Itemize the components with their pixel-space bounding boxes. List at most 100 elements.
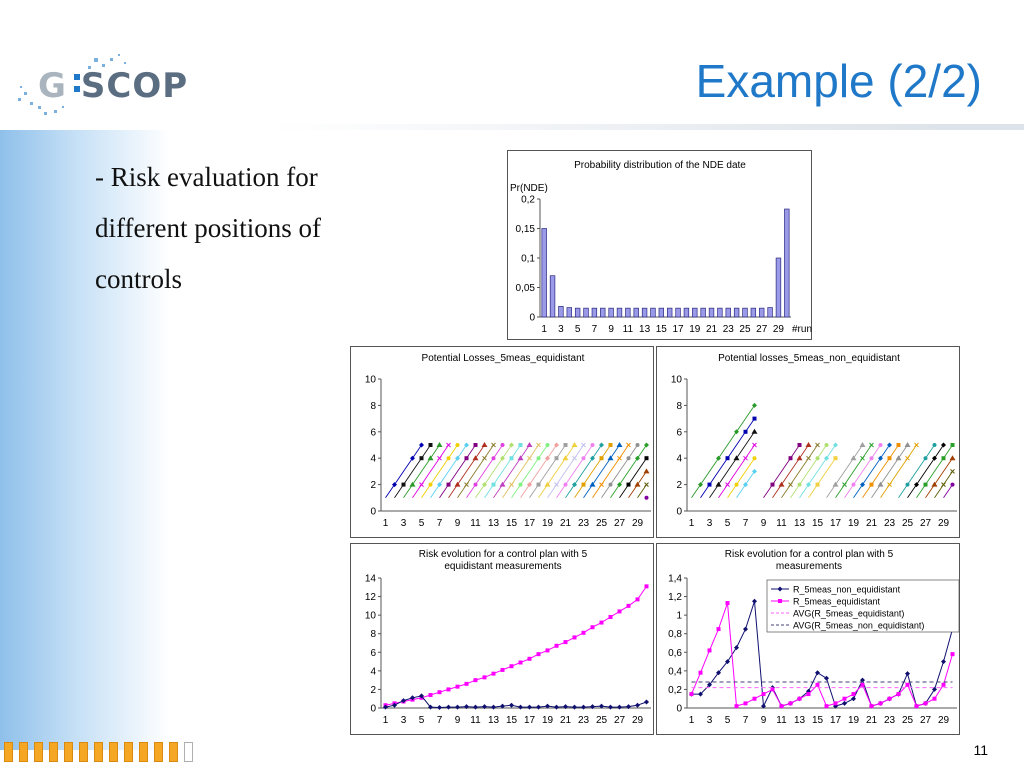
data-point bbox=[581, 442, 586, 448]
data-point bbox=[644, 456, 649, 461]
loss-series bbox=[610, 444, 647, 499]
data-point bbox=[491, 671, 496, 676]
data-point bbox=[644, 495, 649, 500]
data-point bbox=[860, 482, 865, 488]
data-point bbox=[607, 455, 614, 461]
data-point bbox=[887, 482, 892, 487]
x-tick-label: 11 bbox=[470, 715, 481, 726]
legend-label: AVG(R_5meas_non_equidistant) bbox=[793, 621, 924, 631]
data-point bbox=[509, 482, 514, 487]
data-point bbox=[905, 682, 910, 687]
loss-series bbox=[727, 457, 755, 499]
bar bbox=[675, 307, 681, 318]
data-point bbox=[824, 455, 829, 461]
data-point bbox=[491, 704, 496, 710]
data-point bbox=[500, 703, 505, 709]
y-tick-label: 1,4 bbox=[668, 574, 682, 585]
page-number: 11 bbox=[973, 742, 988, 758]
data-point bbox=[527, 656, 532, 661]
loss-series bbox=[772, 444, 809, 499]
loss-series bbox=[718, 444, 755, 499]
loss-series bbox=[925, 457, 953, 499]
data-point bbox=[734, 704, 739, 709]
data-point bbox=[545, 703, 550, 709]
data-point bbox=[850, 455, 857, 461]
data-point bbox=[733, 455, 740, 461]
data-point bbox=[482, 704, 487, 710]
y-tick-label: 8 bbox=[676, 401, 682, 412]
loss-series bbox=[475, 444, 512, 499]
deco-bar bbox=[34, 742, 43, 762]
bar bbox=[708, 307, 715, 318]
data-point bbox=[905, 455, 910, 461]
data-point bbox=[743, 626, 748, 632]
data-point bbox=[608, 704, 613, 710]
data-point bbox=[626, 704, 631, 710]
data-point bbox=[734, 482, 739, 487]
x-tick-label: 9 bbox=[608, 324, 614, 335]
data-point bbox=[455, 455, 460, 461]
x-tick-label: 17 bbox=[672, 324, 684, 335]
loss-series bbox=[538, 444, 575, 499]
loss-series bbox=[763, 444, 800, 499]
x-tick-label: 21 bbox=[560, 715, 572, 726]
y-tick-label: 6 bbox=[676, 427, 682, 438]
y-tick-label: 14 bbox=[365, 574, 377, 585]
data-point bbox=[482, 455, 487, 461]
data-point bbox=[464, 704, 469, 710]
x-tick-label: 7 bbox=[592, 324, 598, 335]
bullet-line: different positions of bbox=[95, 213, 321, 243]
data-point bbox=[869, 456, 874, 461]
data-point bbox=[932, 696, 937, 701]
x-tick-label: 29 bbox=[773, 324, 785, 335]
loss-series bbox=[565, 444, 602, 499]
data-point bbox=[788, 482, 793, 487]
bar bbox=[549, 275, 556, 318]
data-point bbox=[590, 455, 595, 461]
loss-series bbox=[835, 444, 872, 499]
loss-series bbox=[583, 444, 620, 499]
loss-series bbox=[556, 444, 593, 499]
deco-bar bbox=[4, 742, 13, 762]
data-point bbox=[716, 455, 721, 461]
data-point bbox=[644, 699, 649, 705]
x-tick-label: 21 bbox=[706, 324, 718, 335]
data-point bbox=[491, 442, 496, 448]
data-point bbox=[752, 598, 757, 604]
data-point bbox=[797, 482, 802, 487]
x-tick-label: 27 bbox=[756, 324, 768, 335]
deco-bar bbox=[169, 742, 178, 762]
legend-box bbox=[766, 579, 960, 633]
data-point bbox=[842, 482, 847, 487]
x-tick-label: 7 bbox=[437, 518, 443, 529]
x-axis-label: #run bbox=[792, 324, 812, 335]
legend-label: R_5meas_equidistant bbox=[793, 597, 881, 607]
data-point bbox=[464, 456, 469, 461]
data-point bbox=[887, 456, 892, 461]
y-tick-label: 0,8 bbox=[668, 629, 682, 640]
data-point bbox=[572, 482, 577, 488]
series-line bbox=[385, 586, 647, 706]
data-point bbox=[698, 482, 703, 488]
data-point bbox=[599, 456, 604, 461]
data-point bbox=[734, 429, 739, 435]
x-tick-label: 11 bbox=[776, 518, 787, 529]
data-point bbox=[887, 696, 892, 701]
data-point bbox=[797, 443, 802, 447]
bullet-line: - Risk evaluation for bbox=[95, 162, 318, 192]
loss-series bbox=[385, 444, 422, 499]
data-point bbox=[401, 698, 406, 704]
data-point bbox=[932, 686, 937, 692]
loss-series bbox=[484, 444, 521, 499]
data-point bbox=[752, 416, 757, 421]
bar bbox=[742, 307, 748, 318]
x-tick-label: 5 bbox=[419, 518, 425, 529]
x-tick-label: 13 bbox=[639, 324, 651, 335]
x-tick-label: 5 bbox=[575, 324, 581, 335]
data-point bbox=[464, 442, 469, 448]
data-point bbox=[482, 675, 487, 680]
data-point bbox=[770, 687, 775, 692]
x-tick-label: 9 bbox=[761, 715, 767, 726]
x-tick-label: 11 bbox=[623, 324, 634, 335]
data-point bbox=[635, 597, 640, 602]
